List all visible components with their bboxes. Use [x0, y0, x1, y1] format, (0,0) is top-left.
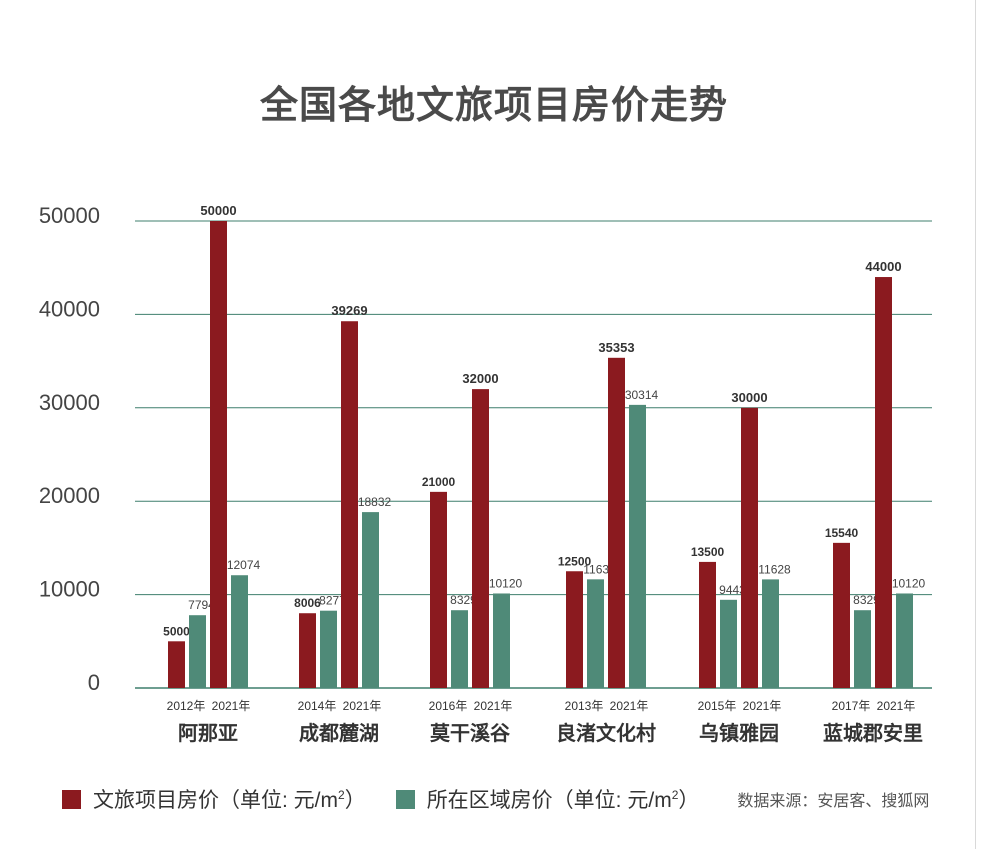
bar-value-label: 11634 — [583, 562, 616, 576]
legend-unit-superscript: 2 — [338, 788, 345, 802]
x-category-label: 良渚文化村 — [556, 721, 656, 745]
bar — [587, 579, 604, 688]
x-year-label: 2021年 — [343, 699, 382, 713]
bar-value-label: 7794 — [188, 598, 215, 612]
bar — [472, 389, 489, 688]
bar — [854, 610, 871, 688]
bar-value-label: 12500 — [558, 554, 592, 568]
bar-value-label: 44000 — [865, 259, 901, 274]
bar-value-label: 9443 — [719, 583, 746, 597]
bar-value-label: 10120 — [489, 576, 523, 590]
bar-value-label: 30000 — [731, 390, 767, 405]
bar — [629, 404, 646, 688]
legend-label-project-price: 文旅项目房价（单位: 元/m2） — [93, 784, 366, 814]
x-year-label: 2021年 — [212, 699, 251, 713]
legend-label-area-price: 所在区域房价（单位: 元/m2） — [427, 784, 700, 814]
x-year-label: 2012年 — [167, 699, 206, 713]
bar-value-label: 8329 — [450, 593, 477, 607]
bar — [875, 277, 892, 688]
x-category-label: 莫干溪谷 — [429, 721, 511, 745]
x-year-label: 2017年 — [832, 699, 871, 713]
x-year-label: 2016年 — [429, 699, 468, 713]
bar-value-label: 8277 — [319, 594, 346, 608]
bar — [299, 613, 316, 688]
bar — [566, 571, 583, 688]
bar-value-label: 18832 — [358, 495, 392, 509]
legend-swatch-project-price — [62, 789, 81, 809]
bar — [720, 599, 737, 688]
y-tick-label: 0 — [88, 670, 100, 695]
x-category-label: 蓝城郡安里 — [823, 721, 923, 745]
chart-title: 全国各地文旅项目房价走势 — [259, 85, 728, 127]
y-tick-label: 50000 — [39, 203, 100, 228]
bar-value-label: 15540 — [825, 526, 859, 540]
bar — [189, 615, 206, 688]
bar-value-label: 35353 — [598, 340, 634, 355]
bar-value-label: 8006 — [294, 596, 321, 610]
bar — [493, 593, 510, 688]
legend-unit-superscript: 2 — [671, 788, 679, 802]
y-tick-label: 20000 — [39, 483, 100, 508]
bar-value-label: 32000 — [462, 371, 498, 386]
y-tick-label: 30000 — [39, 390, 100, 415]
bar — [451, 610, 468, 688]
data-source-note: 数据来源：安居客、搜狐网 — [737, 793, 930, 810]
x-category-label: 乌镇雅园 — [699, 721, 779, 745]
x-year-label: 2014年 — [298, 699, 337, 713]
x-category-label: 成都麓湖 — [299, 721, 379, 745]
bar — [896, 593, 913, 688]
bar-value-label: 12074 — [227, 558, 261, 572]
bar — [741, 407, 758, 688]
legend-unit-close: ） — [344, 789, 366, 812]
bar-value-label: 5000 — [163, 624, 190, 638]
x-category-label: 阿那亚 — [178, 722, 238, 745]
bar-value-label: 11628 — [758, 562, 791, 576]
x-year-label: 2021年 — [610, 699, 649, 713]
bar — [231, 575, 248, 688]
y-tick-label: 40000 — [39, 296, 100, 321]
bar-value-label: 13500 — [691, 545, 725, 559]
bar — [341, 321, 358, 688]
bar — [762, 579, 779, 688]
legend: 文旅项目房价（单位: 元/m2） 所在区域房价（单位: 元/m2） 数据来源：安… — [62, 784, 929, 814]
x-year-label: 2021年 — [474, 699, 513, 713]
bar — [362, 512, 379, 688]
x-year-label: 2013年 — [565, 699, 604, 713]
bar-value-label: 50000 — [200, 203, 236, 218]
bar — [699, 561, 716, 688]
bar-value-label: 21000 — [422, 475, 456, 489]
bar — [320, 610, 337, 688]
legend-label-project-price-text: 文旅项目房价（单位: 元/m — [93, 789, 338, 812]
legend-label-area-price-text: 所在区域房价（单位: 元/m — [426, 789, 672, 812]
bar-value-label: 10120 — [892, 576, 926, 590]
bar-value-label: 39269 — [331, 303, 367, 318]
bar — [210, 221, 227, 688]
bar-value-label: 8329 — [853, 593, 880, 607]
x-year-label: 2021年 — [877, 699, 916, 713]
x-year-label: 2021年 — [743, 699, 782, 713]
page-right-border — [975, 0, 976, 849]
legend-unit-close: ） — [678, 789, 700, 812]
y-tick-label: 10000 — [39, 577, 100, 602]
x-year-label: 2015年 — [698, 699, 737, 713]
bar-value-label: 30314 — [625, 388, 659, 402]
legend-swatch-area-price — [395, 789, 415, 809]
bar — [430, 491, 447, 688]
bar — [608, 357, 625, 688]
bar — [168, 641, 185, 688]
bar — [833, 542, 850, 688]
